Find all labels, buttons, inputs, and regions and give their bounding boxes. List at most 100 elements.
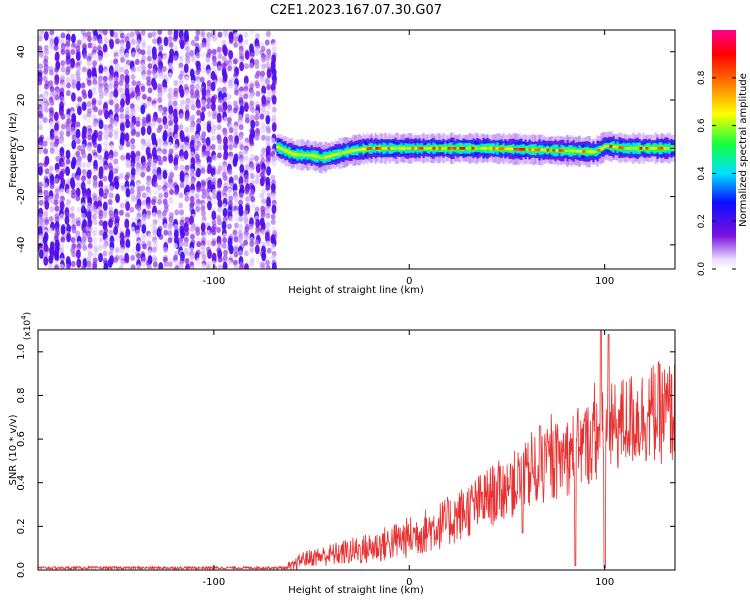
spectrogram-noise-cell — [265, 161, 271, 168]
spectrogram-noise-cell — [179, 182, 185, 189]
spectrogram-noise-cell — [131, 79, 137, 87]
spectrogram-noise-cell — [153, 181, 158, 188]
spectrogram-noise-cell — [146, 49, 152, 56]
spectrogram-noise-cell — [147, 233, 153, 240]
spectrogram-noise-cell — [96, 143, 102, 154]
spectrogram-noise-cell — [206, 168, 212, 175]
spectrogram-noise-cell — [97, 55, 103, 62]
spectrogram-noise-cell — [199, 76, 205, 83]
spectrogram-noise-cell — [167, 237, 173, 244]
spectrogram-signal-peak — [351, 149, 355, 152]
spectrogram-signal-peak — [291, 152, 295, 156]
spectrogram-x-label: Height of straight line (km) — [288, 285, 424, 296]
spectrogram-noise-cell — [223, 116, 229, 123]
spectrogram-noise-cell — [70, 62, 75, 69]
spectrogram-noise-cell — [265, 31, 271, 38]
spectrogram-signal-peak — [621, 146, 625, 150]
spectrogram-noise-cell — [135, 169, 141, 176]
spectrogram-noise-cell — [70, 49, 76, 56]
spectrogram-noise-cell — [124, 132, 130, 143]
spectrogram-noise-cell — [172, 242, 178, 250]
spectrogram-noise-cell — [141, 224, 147, 234]
spectrogram-noise-cell — [217, 249, 223, 259]
spectrogram-noise-cell — [98, 187, 104, 198]
spectrogram-noise-cell — [265, 140, 271, 147]
spectrogram-noise-cell — [168, 182, 174, 190]
spectrogram-noise-cell — [249, 260, 255, 267]
spectrogram-noise-cell — [142, 243, 147, 250]
spectrogram-noise-cell — [75, 181, 81, 188]
spectrogram-noise-cell — [54, 252, 60, 262]
spectrogram-noise-cell — [163, 229, 169, 236]
spectrogram-noise-cell — [65, 69, 71, 76]
spectrogram-noise-cell — [58, 137, 64, 145]
spectrogram-noise-cell — [261, 147, 267, 154]
spectrogram-noise-cell — [212, 193, 217, 200]
spectrogram-noise-cell — [237, 237, 243, 244]
spectrogram-noise-cell — [65, 130, 71, 137]
spectrogram-noise-cell — [194, 144, 200, 152]
spectrogram-noise-cell — [179, 219, 185, 226]
spectrogram-noise-cell — [270, 174, 276, 181]
spectrogram-noise-cell — [86, 100, 92, 108]
spectrogram-noise-cell — [206, 239, 212, 247]
spectrogram-signal-peak — [444, 146, 448, 150]
spectrogram-noise-cell — [222, 256, 228, 264]
spectrogram-noise-cell — [261, 101, 267, 108]
spectrogram-noise-cell — [146, 161, 152, 168]
spectrogram-noise-cell — [54, 216, 60, 223]
spectrogram-noise-cell — [183, 63, 189, 74]
spectrogram-noise-cell — [260, 106, 266, 113]
spectrogram-noise-cell — [130, 167, 136, 177]
spectrogram-noise-cell — [233, 246, 239, 253]
spectrogram-noise-cell — [228, 82, 234, 89]
spectrogram-noise-cell — [86, 169, 92, 180]
spectrogram-noise-cell — [185, 130, 191, 137]
spectrogram-noise-cell — [178, 263, 184, 269]
spectrogram-noise-cell — [81, 36, 87, 43]
spectrogram-noise-cell — [238, 250, 243, 257]
figure-title: C2E1.2023.167.07.30.G07 — [270, 3, 442, 18]
spectrogram-noise-cell — [113, 151, 119, 158]
spectrogram-noise-cell — [259, 113, 265, 120]
spectrogram-noise-cell — [173, 189, 179, 196]
spectrogram-noise-cell — [125, 40, 131, 51]
spectrogram-noise-cell — [92, 218, 98, 226]
spectrogram-noise-cell — [184, 257, 190, 265]
spectrogram-noise-cell — [43, 48, 49, 55]
spectrogram-noise-cell — [152, 257, 158, 264]
spectrogram-noise-cell — [254, 239, 260, 246]
spectrogram-noise-cell — [152, 80, 158, 91]
spectrogram-noise-cell — [102, 75, 108, 82]
spectrogram-noise-cell — [195, 206, 201, 213]
spectrogram-noise-cell — [60, 66, 66, 73]
spectrogram-noise-cell — [206, 103, 211, 110]
spectrogram-noise-cell — [120, 93, 126, 100]
spectrogram-noise-cell — [183, 144, 189, 151]
spectrogram-signal-peak — [456, 146, 460, 150]
spectrogram-noise-cell — [255, 218, 261, 229]
spectrogram-noise-cell — [244, 50, 250, 60]
spectrogram-noise-cell — [49, 86, 55, 93]
spectrogram-noise-cell — [130, 143, 136, 151]
spectrogram-noise-cell — [250, 30, 256, 35]
spectrogram-noise-cell — [189, 254, 195, 261]
snr-y-multiplier: (x104) — [20, 312, 33, 340]
spectrogram-noise-cell — [158, 72, 164, 79]
spectrogram-noise-cell — [180, 132, 186, 143]
spectrogram-noise-cell — [38, 51, 44, 59]
spectrogram-noise-cell — [195, 171, 201, 178]
spectrogram-noise-cell — [200, 42, 206, 49]
spectrogram-signal-peak — [306, 153, 310, 157]
spectrogram-noise-cell — [48, 165, 54, 172]
spectrogram-noise-cell — [194, 83, 200, 91]
colorbar-tick-label: 0.0 — [697, 262, 707, 277]
snr-frame — [37, 329, 676, 571]
spectrogram-noise-cell — [158, 192, 164, 199]
spectrogram-noise-cell — [217, 256, 223, 263]
spectrogram-noise-cell — [113, 120, 119, 127]
spectrogram-noise-cell — [42, 182, 48, 189]
spectrogram-noise-cell — [65, 166, 71, 176]
spectrogram-noise-cell — [201, 193, 207, 200]
spectrogram-noise-cell — [217, 31, 223, 38]
